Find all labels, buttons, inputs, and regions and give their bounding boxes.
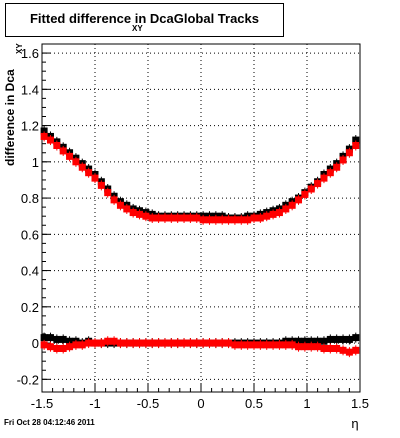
data-points [40, 126, 360, 358]
chart-title-main: Fitted difference in Dca [29, 11, 174, 26]
x-tick-label: -1 [89, 396, 101, 411]
y-tick-label: 0.4 [21, 264, 39, 279]
y-tick-label: 0.6 [21, 227, 39, 242]
y-tick-label: 1.2 [21, 119, 39, 134]
chart-title-subscript: XY [132, 24, 143, 33]
y-tick-labels: -0.2 0 0.2 0.4 0.6 0.8 1 1.2 1.4 1.6 [17, 46, 39, 387]
x-tick-label: 1 [303, 396, 310, 411]
x-tick-label: 0.5 [245, 396, 263, 411]
chart-title-suffix: Global Tracks [173, 11, 259, 26]
y-tick-label: 0.2 [21, 300, 39, 315]
y-tick-label: -0.2 [17, 372, 39, 387]
y-axis-label-subscript: XY [15, 43, 24, 54]
y-tick-label: 0 [32, 336, 39, 351]
y-tick-label: 1 [32, 155, 39, 170]
timestamp: Fri Oct 28 04:12:46 2011 [4, 418, 95, 427]
y-axis-subscript-group: XY [15, 43, 24, 54]
data-series [40, 131, 360, 225]
x-tick-label: -0.5 [137, 396, 159, 411]
chart-title: Fitted difference in DcaGlobal Tracks [6, 11, 283, 26]
y-axis-title: difference in Dca [3, 69, 17, 166]
chart-title-box: Fitted difference in DcaGlobal Tracks XY [5, 3, 284, 37]
data-series [40, 336, 360, 358]
y-tick-label: 0.8 [21, 191, 39, 206]
y-tick-label: 1.6 [21, 46, 39, 61]
x-tick-label: 1.5 [351, 396, 369, 411]
y-axis-label: difference in Dca [3, 69, 17, 166]
x-tick-labels: -1.5 -1 -0.5 0 0.5 1 1.5 [31, 396, 369, 411]
x-axis-label: η [351, 416, 358, 431]
x-tick-label: -1.5 [31, 396, 53, 411]
x-tick-label: 0 [197, 396, 204, 411]
y-tick-label: 1.4 [21, 82, 39, 97]
axis-ticks [41, 52, 361, 392]
